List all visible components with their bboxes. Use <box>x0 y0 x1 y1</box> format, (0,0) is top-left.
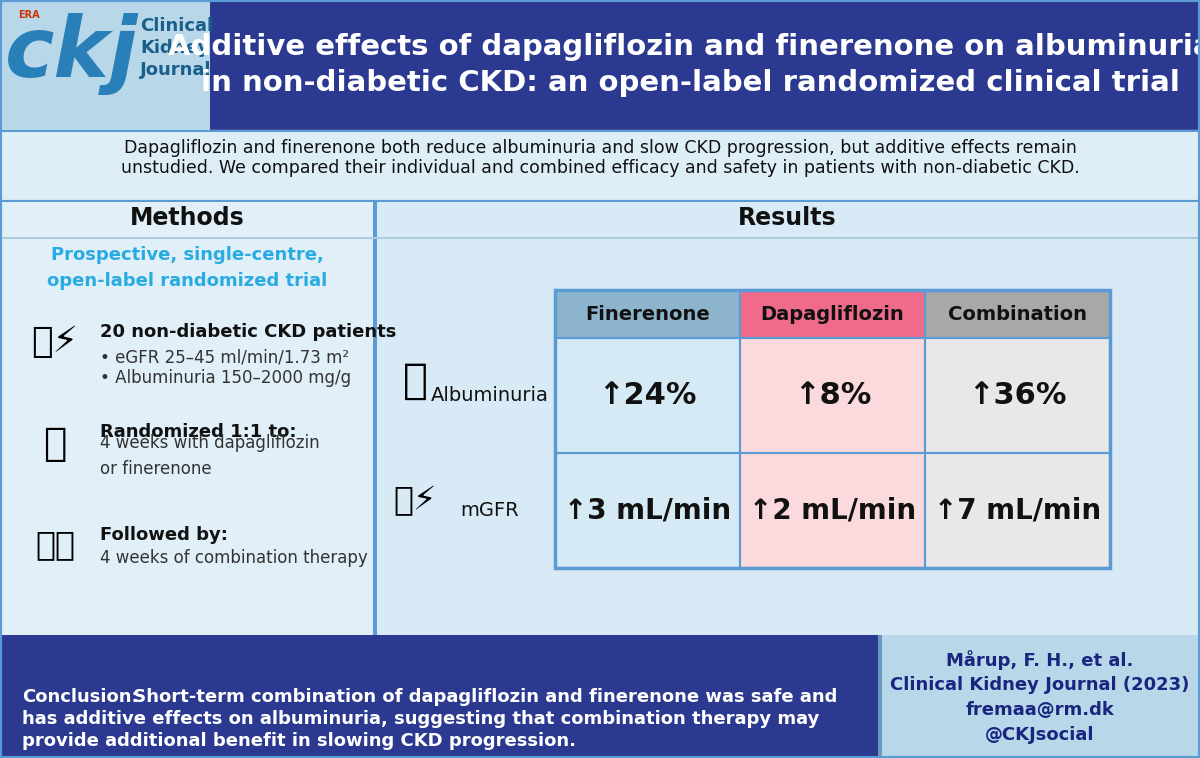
Text: ↑3 mL/min: ↑3 mL/min <box>564 496 731 525</box>
Text: Conclusion:: Conclusion: <box>22 688 139 706</box>
Text: 🫘⚡: 🫘⚡ <box>31 325 78 359</box>
Text: Prospective, single-centre,
open-label randomized trial: Prospective, single-centre, open-label r… <box>47 246 328 290</box>
Polygon shape <box>0 0 210 130</box>
Text: 🍶: 🍶 <box>43 425 67 463</box>
Text: Randomized 1:1 to:: Randomized 1:1 to: <box>100 423 296 441</box>
Polygon shape <box>373 200 377 635</box>
Polygon shape <box>925 338 1110 453</box>
Polygon shape <box>0 237 1200 239</box>
Text: ckj: ckj <box>5 13 139 95</box>
Polygon shape <box>0 635 1200 758</box>
Polygon shape <box>880 635 1200 758</box>
Text: Additive effects of dapagliflozin and finerenone on albuminuria
in non-diabetic : Additive effects of dapagliflozin and fi… <box>168 33 1200 97</box>
Polygon shape <box>554 290 740 338</box>
Polygon shape <box>740 453 925 568</box>
Text: unstudied. We compared their individual and combined efficacy and safety in pati: unstudied. We compared their individual … <box>121 159 1079 177</box>
Text: Followed by:: Followed by: <box>100 526 228 544</box>
Polygon shape <box>554 453 740 568</box>
Polygon shape <box>374 200 1200 635</box>
Text: Methods: Methods <box>130 206 245 230</box>
Text: Combination: Combination <box>948 305 1087 324</box>
Text: Albuminuria: Albuminuria <box>431 386 548 405</box>
Text: Clinical
Kidney
Journal: Clinical Kidney Journal <box>140 17 214 79</box>
Text: Dapagliflozin: Dapagliflozin <box>761 305 905 324</box>
Text: Results: Results <box>738 206 836 230</box>
Text: • eGFR 25–45 ml/min/1.73 m²: • eGFR 25–45 ml/min/1.73 m² <box>100 349 349 367</box>
Text: has additive effects on albuminuria, suggesting that combination therapy may: has additive effects on albuminuria, sug… <box>22 709 820 728</box>
Polygon shape <box>0 0 1200 130</box>
Text: 🍶🍶: 🍶🍶 <box>35 528 74 562</box>
Text: ↑24%: ↑24% <box>599 381 697 410</box>
Text: provide additional benefit in slowing CKD progression.: provide additional benefit in slowing CK… <box>22 731 576 750</box>
Text: Short-term combination of dapagliflozin and finerenone was safe and: Short-term combination of dapagliflozin … <box>127 688 838 706</box>
Polygon shape <box>878 635 882 758</box>
Polygon shape <box>0 200 374 635</box>
Text: mGFR: mGFR <box>461 501 520 520</box>
Text: 🫘⚡: 🫘⚡ <box>394 484 437 517</box>
Polygon shape <box>554 338 740 453</box>
Text: 4 weeks with dapagliflozin
or finerenone: 4 weeks with dapagliflozin or finerenone <box>100 434 319 478</box>
Text: Finerenone: Finerenone <box>586 305 710 324</box>
Polygon shape <box>740 290 925 338</box>
Polygon shape <box>0 130 1200 132</box>
Polygon shape <box>740 338 925 453</box>
Text: 🧴: 🧴 <box>402 359 427 402</box>
Text: Dapagliflozin and finerenone both reduce albuminuria and slow CKD progression, b: Dapagliflozin and finerenone both reduce… <box>124 139 1076 157</box>
Text: Mårup, F. H., et al.: Mårup, F. H., et al. <box>947 650 1134 670</box>
Text: ↑36%: ↑36% <box>968 381 1067 410</box>
Text: Clinical Kidney Journal (2023): Clinical Kidney Journal (2023) <box>890 676 1189 694</box>
Text: ↑2 mL/min: ↑2 mL/min <box>749 496 916 525</box>
Polygon shape <box>925 290 1110 338</box>
Text: ERA: ERA <box>18 10 40 20</box>
Polygon shape <box>925 453 1110 568</box>
Text: 4 weeks of combination therapy: 4 weeks of combination therapy <box>100 549 367 567</box>
Polygon shape <box>0 130 1200 200</box>
Text: @CKJsocial: @CKJsocial <box>985 726 1094 744</box>
Text: ↑7 mL/min: ↑7 mL/min <box>934 496 1102 525</box>
Text: • Albuminuria 150–2000 mg/g: • Albuminuria 150–2000 mg/g <box>100 369 352 387</box>
Text: fremaa@rm.dk: fremaa@rm.dk <box>966 701 1115 719</box>
Text: ↑8%: ↑8% <box>794 381 871 410</box>
Polygon shape <box>0 200 1200 202</box>
Text: 20 non-diabetic CKD patients: 20 non-diabetic CKD patients <box>100 323 396 341</box>
